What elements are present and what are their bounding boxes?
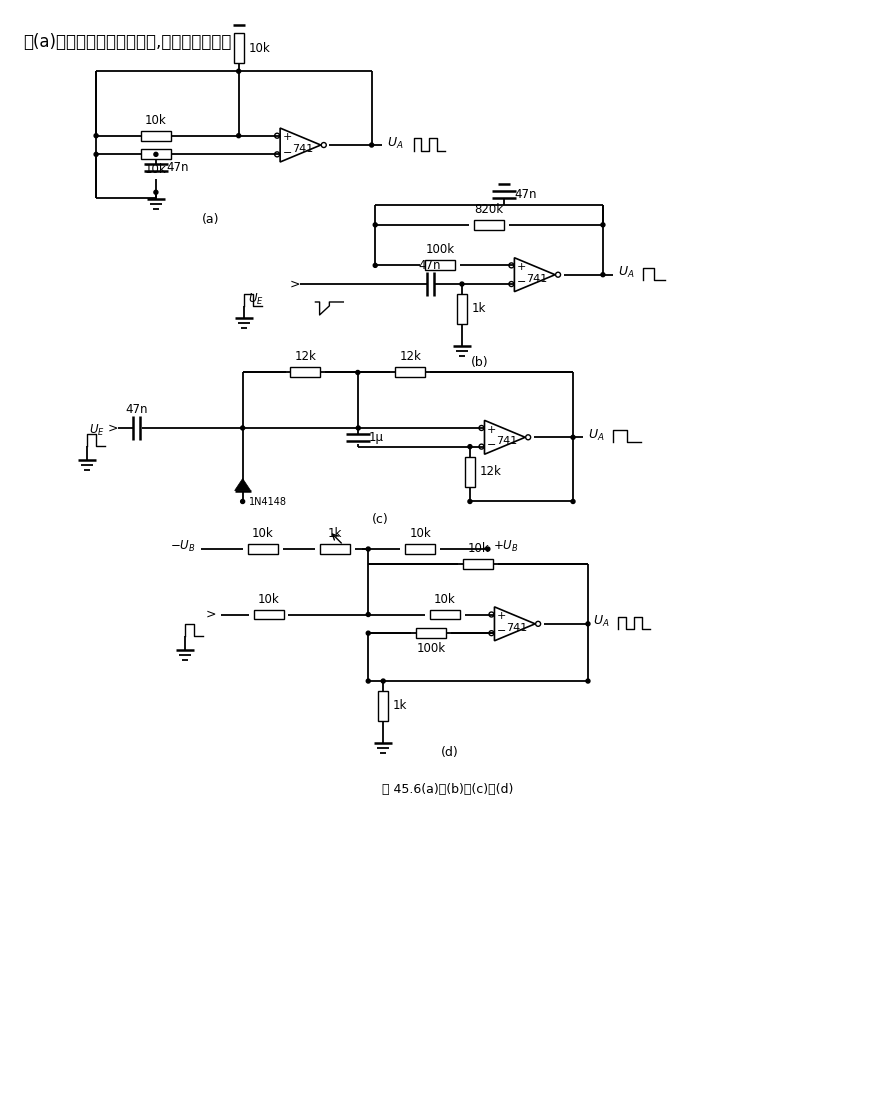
Circle shape bbox=[381, 679, 385, 683]
Circle shape bbox=[571, 499, 575, 504]
Bar bbox=[247, 544, 278, 554]
Bar bbox=[141, 131, 171, 141]
Text: −: − bbox=[282, 148, 292, 158]
Text: +: + bbox=[282, 132, 292, 142]
Text: 100k: 100k bbox=[417, 642, 446, 655]
Text: +: + bbox=[487, 425, 496, 435]
Circle shape bbox=[460, 282, 464, 286]
Text: 47n: 47n bbox=[514, 188, 537, 201]
Text: >: > bbox=[108, 421, 118, 435]
Circle shape bbox=[366, 679, 370, 683]
Text: 图 45.6(a)、(b)、(c)、(d): 图 45.6(a)、(b)、(c)、(d) bbox=[383, 784, 513, 796]
Text: +: + bbox=[517, 262, 526, 272]
Circle shape bbox=[374, 264, 377, 267]
Circle shape bbox=[601, 272, 605, 277]
Circle shape bbox=[94, 152, 98, 157]
Bar bbox=[417, 628, 446, 638]
Text: 1k: 1k bbox=[328, 527, 342, 540]
Circle shape bbox=[237, 69, 241, 73]
Circle shape bbox=[366, 632, 370, 635]
Bar bbox=[141, 149, 171, 159]
Text: 1k: 1k bbox=[393, 699, 408, 713]
Text: 741: 741 bbox=[526, 274, 547, 284]
Circle shape bbox=[241, 426, 245, 430]
Bar bbox=[457, 294, 467, 324]
Text: 10k: 10k bbox=[252, 527, 273, 540]
Text: 图(a)电路为多谐振荡器电路,产生方波信号，: 图(a)电路为多谐振荡器电路,产生方波信号， bbox=[23, 33, 232, 51]
Text: 1k: 1k bbox=[472, 302, 487, 316]
Text: 47n: 47n bbox=[125, 403, 148, 416]
Circle shape bbox=[94, 133, 98, 138]
Text: 10k: 10k bbox=[435, 593, 456, 606]
Text: 10k: 10k bbox=[258, 593, 280, 606]
Text: (d): (d) bbox=[441, 746, 459, 758]
Text: 820k: 820k bbox=[475, 202, 504, 216]
Text: $-\mathit{U}_B$: $-\mathit{U}_B$ bbox=[170, 538, 196, 554]
Text: −: − bbox=[487, 440, 496, 450]
Text: 12k: 12k bbox=[295, 350, 316, 364]
Text: +: + bbox=[496, 612, 506, 622]
Text: $+\mathit{U}_B$: $+\mathit{U}_B$ bbox=[493, 538, 519, 554]
Circle shape bbox=[486, 547, 490, 552]
Text: (a): (a) bbox=[202, 212, 220, 226]
Circle shape bbox=[241, 499, 245, 504]
Text: $\mathit{U}_A$: $\mathit{U}_A$ bbox=[618, 265, 634, 280]
Bar bbox=[405, 544, 435, 554]
Bar bbox=[395, 367, 425, 377]
Circle shape bbox=[586, 679, 590, 683]
Text: $\mathit{U}_A$: $\mathit{U}_A$ bbox=[386, 136, 403, 150]
Circle shape bbox=[468, 499, 472, 504]
Bar bbox=[378, 691, 388, 721]
Circle shape bbox=[468, 445, 472, 448]
Text: $\mathit{U}_A$: $\mathit{U}_A$ bbox=[593, 614, 609, 629]
Bar bbox=[425, 260, 455, 270]
Circle shape bbox=[601, 222, 605, 227]
Circle shape bbox=[366, 547, 370, 552]
Bar bbox=[463, 559, 493, 569]
Text: >: > bbox=[205, 608, 216, 620]
Circle shape bbox=[237, 133, 241, 138]
Polygon shape bbox=[235, 478, 251, 490]
Circle shape bbox=[154, 152, 158, 157]
Bar bbox=[290, 367, 321, 377]
Circle shape bbox=[356, 370, 360, 375]
Text: 741: 741 bbox=[506, 623, 528, 633]
Text: $\mathit{U}_E$: $\mathit{U}_E$ bbox=[247, 292, 263, 307]
Text: 12k: 12k bbox=[400, 350, 421, 364]
Circle shape bbox=[366, 613, 370, 616]
Text: 12k: 12k bbox=[480, 465, 502, 478]
Text: (c): (c) bbox=[372, 514, 389, 526]
Text: $\mathit{U}_E$: $\mathit{U}_E$ bbox=[90, 423, 105, 438]
Text: 10k: 10k bbox=[248, 42, 271, 54]
Text: 10k: 10k bbox=[467, 542, 489, 555]
Circle shape bbox=[370, 143, 374, 147]
Circle shape bbox=[357, 426, 360, 430]
Circle shape bbox=[571, 435, 575, 439]
Bar bbox=[474, 220, 504, 230]
Text: 10k: 10k bbox=[145, 163, 167, 177]
Text: $\mathit{U}_A$: $\mathit{U}_A$ bbox=[588, 428, 605, 443]
Circle shape bbox=[154, 190, 158, 195]
Text: 1N4148: 1N4148 bbox=[248, 497, 287, 507]
Text: 1μ: 1μ bbox=[368, 431, 383, 444]
Text: 10k: 10k bbox=[409, 527, 431, 540]
Bar bbox=[430, 609, 460, 619]
Text: 741: 741 bbox=[292, 145, 313, 155]
Bar bbox=[254, 609, 283, 619]
Text: (b): (b) bbox=[471, 356, 488, 369]
Text: >: > bbox=[290, 278, 300, 290]
Bar bbox=[321, 544, 350, 554]
Text: −: − bbox=[496, 626, 506, 636]
Text: 10k: 10k bbox=[145, 113, 167, 127]
Text: 741: 741 bbox=[496, 436, 518, 446]
Text: 100k: 100k bbox=[426, 244, 454, 257]
Text: 47n: 47n bbox=[418, 259, 442, 272]
Bar bbox=[234, 33, 244, 63]
Circle shape bbox=[586, 622, 590, 626]
Bar bbox=[465, 457, 475, 487]
Circle shape bbox=[374, 222, 377, 227]
Text: −: − bbox=[517, 277, 526, 287]
Text: 47n: 47n bbox=[166, 161, 188, 175]
